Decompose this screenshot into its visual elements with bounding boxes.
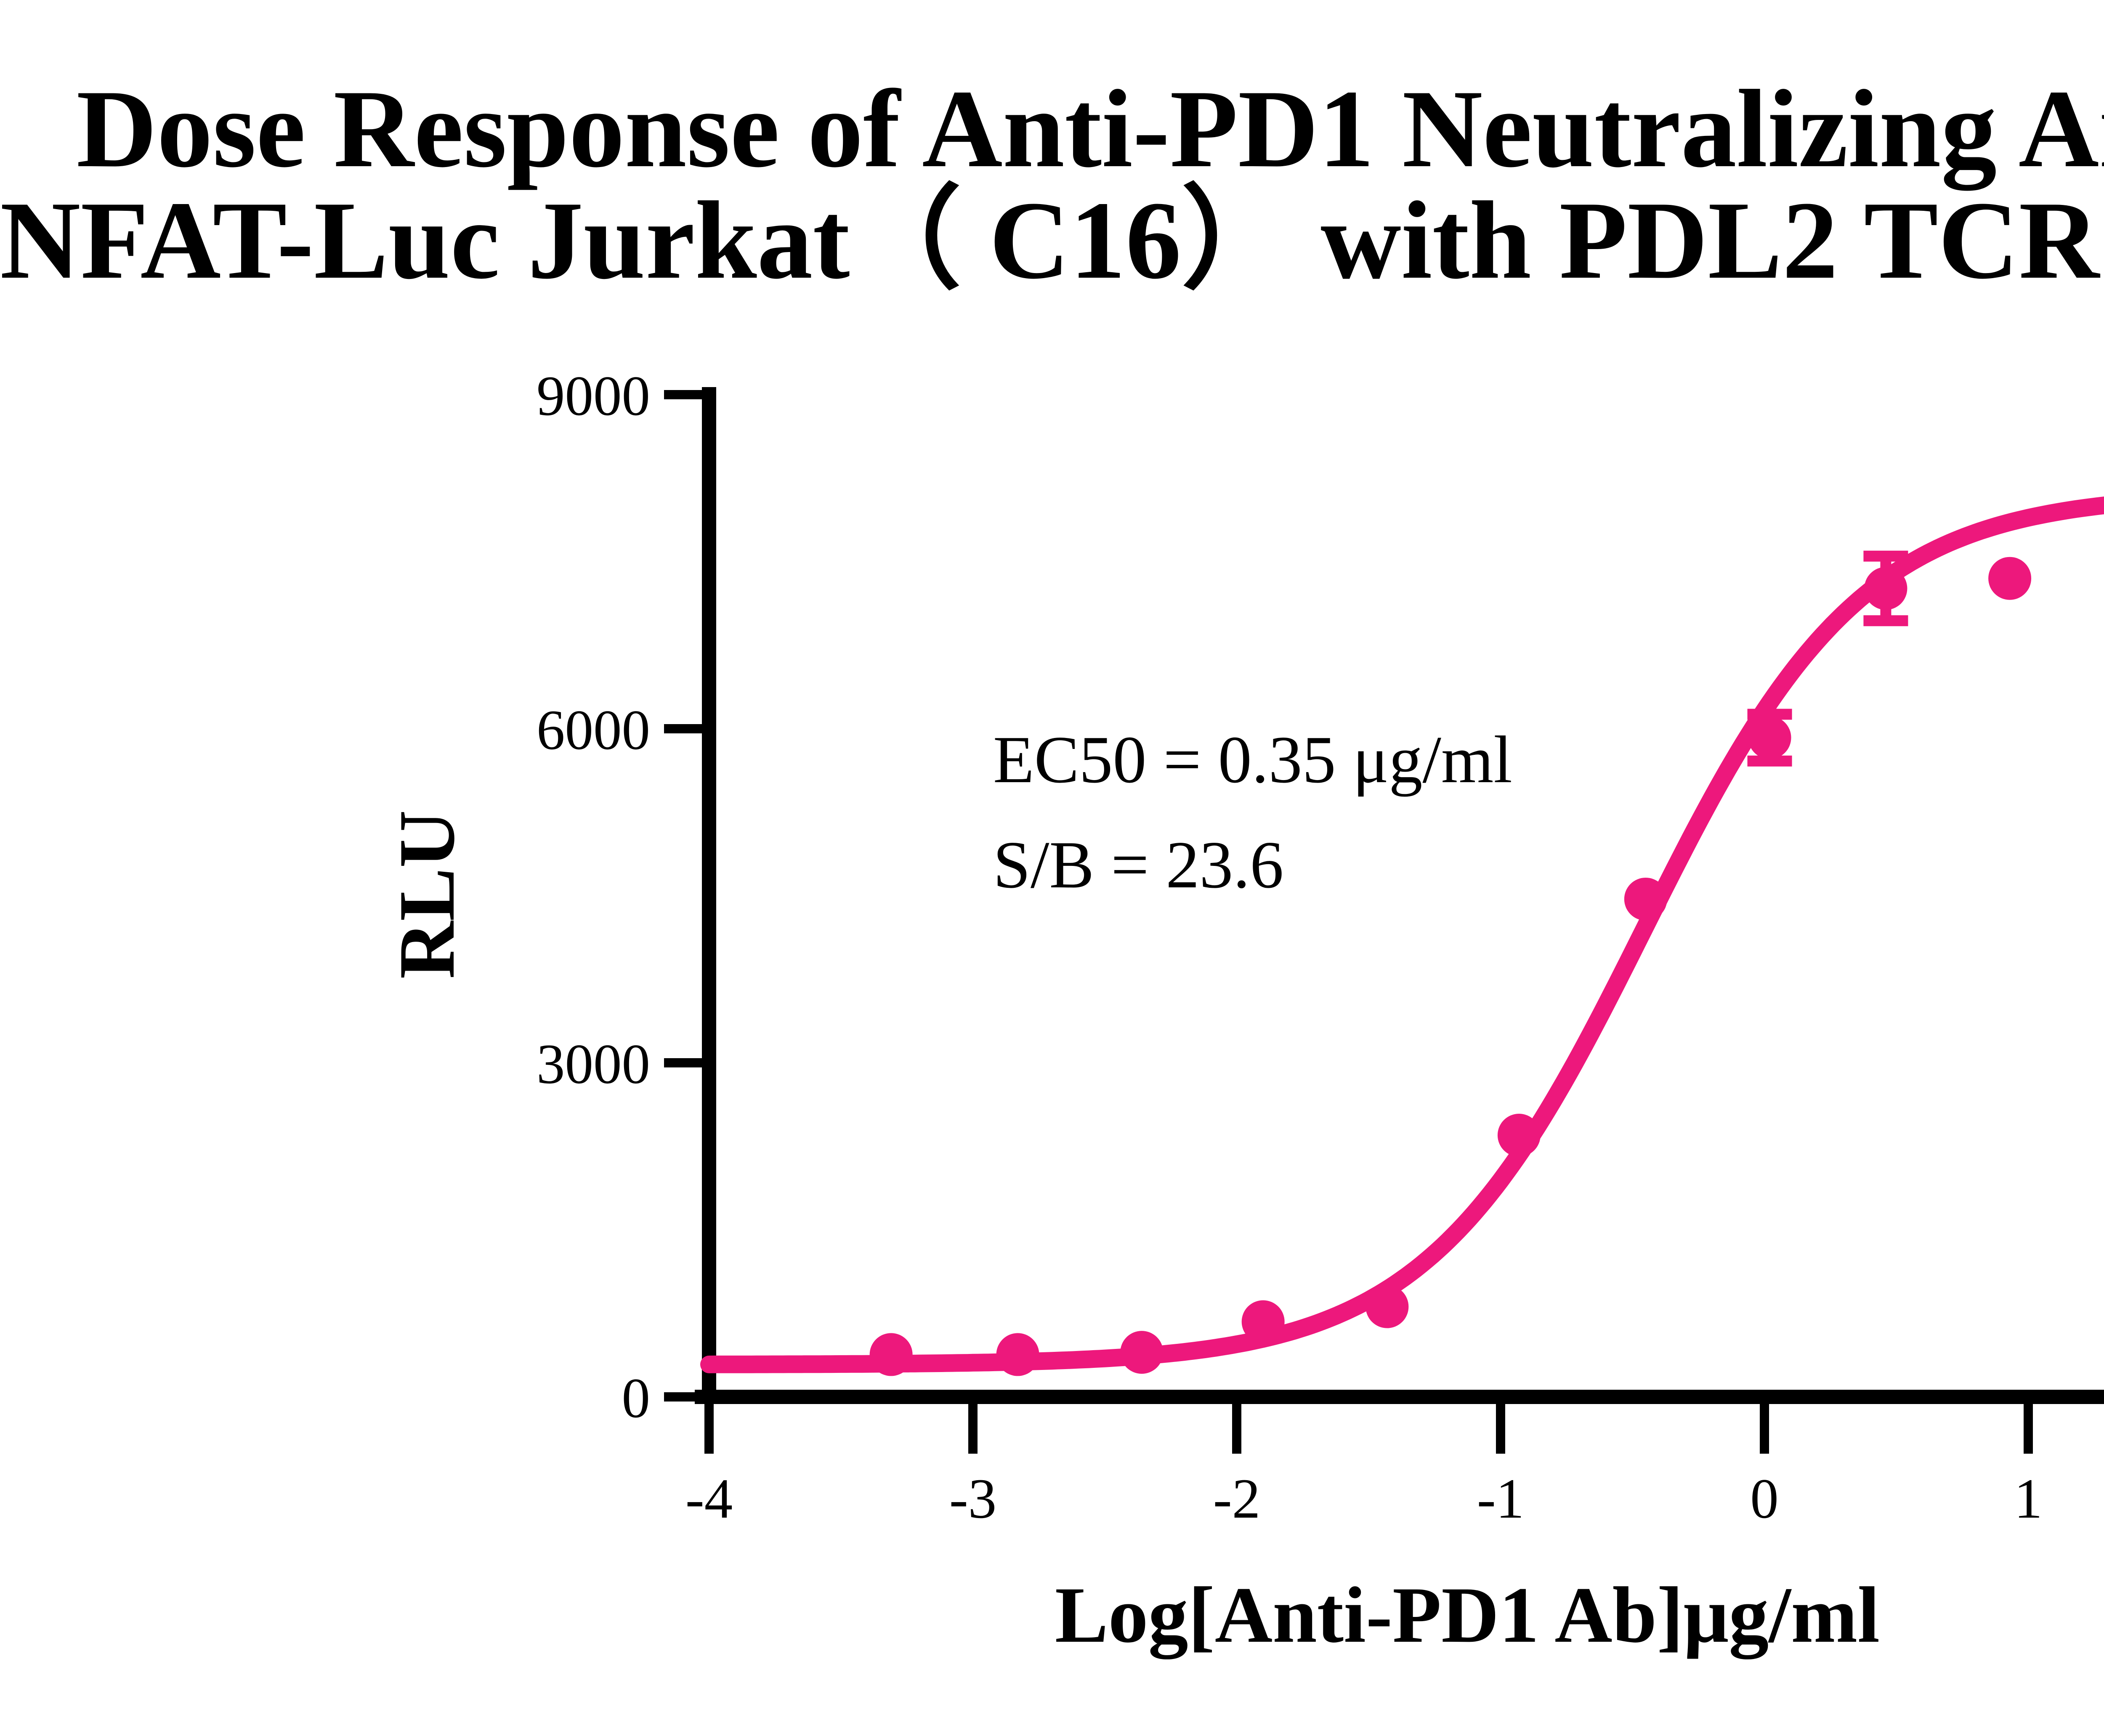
data-point [996,1333,1039,1376]
fit-curve [700,496,2104,1373]
x-tick-label: 0 [1750,1468,1779,1530]
error-bar-cap-bottom [1863,615,1908,626]
y-axis-title: RLU [383,810,471,979]
y-axis-line [702,387,716,1404]
chart-title-line2: NFAT-Luc Jurkat（ C16） with PDL2 TCR Acti… [0,179,2104,302]
chart-title: Dose Response of Anti-PD1 Neutralizing A… [0,73,2104,296]
data-point [1748,716,1791,759]
x-tick [1232,1404,1241,1454]
ec50-text: EC50 = 0.35 μg/ml [993,722,1512,797]
data-point [1497,1114,1541,1157]
error-bar-cap-top [1863,550,1908,562]
data-point [1365,1285,1409,1328]
x-tick [2024,1404,2033,1454]
y-tick [664,1392,702,1402]
x-tick-label: -4 [685,1468,733,1530]
y-tick-label: 3000 [537,1033,650,1096]
y-tick [664,390,702,399]
fit-annotation: EC50 = 0.35 μg/ml S/B = 23.6 [993,707,1512,917]
x-tick [1760,1404,1769,1454]
x-axis-line [695,1390,2104,1404]
y-tick-label: 6000 [537,699,650,762]
chart-title-line1: Dose Response of Anti-PD1 Neutralizing A… [76,67,2104,191]
x-tick-label: -1 [1477,1468,1524,1530]
data-point [1241,1300,1285,1343]
x-tick-label: 1 [2014,1468,2043,1530]
data-point [869,1333,913,1376]
data-point [1624,877,1667,921]
x-tick [704,1404,714,1454]
signal-background-text: S/B = 23.6 [993,827,1284,902]
y-tick-label: 9000 [537,365,650,427]
x-tick-label: -3 [949,1468,996,1530]
data-point [1864,567,1907,610]
y-tick-label: 0 [622,1367,651,1430]
y-tick [664,724,702,733]
data-point [1120,1331,1164,1374]
x-tick-label: -2 [1213,1468,1260,1530]
y-tick [664,1058,702,1067]
data-point [1988,557,2032,600]
x-tick [1496,1404,1505,1454]
x-axis-title: Log[Anti-PD1 Ab]μg/ml [1055,1571,1880,1659]
x-tick [968,1404,978,1454]
